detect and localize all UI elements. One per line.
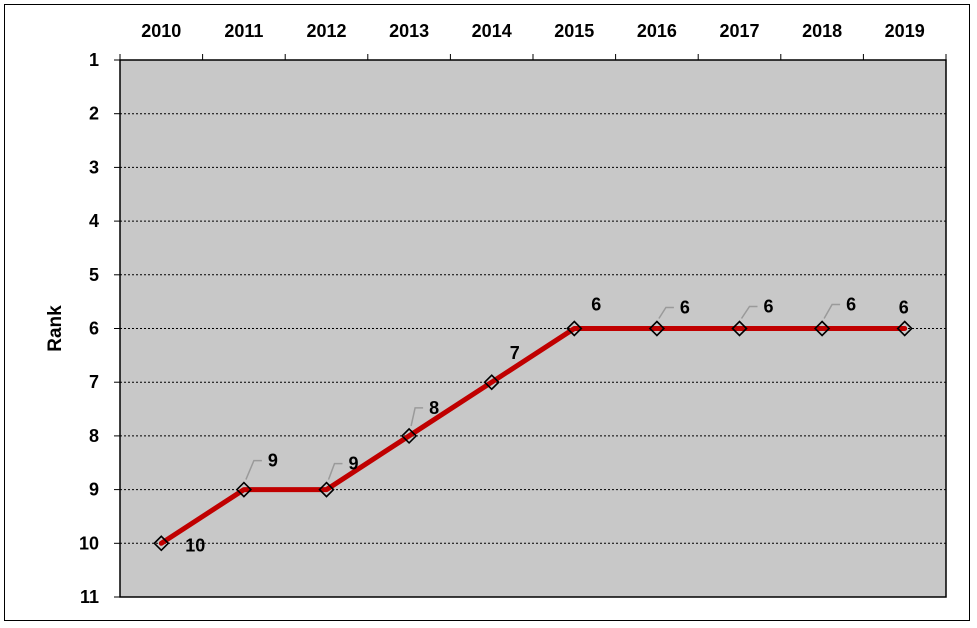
data-label: 10 bbox=[185, 535, 205, 555]
data-label: 7 bbox=[510, 343, 520, 363]
y-axis-title: Rank bbox=[45, 305, 66, 352]
data-label: 8 bbox=[429, 398, 439, 418]
y-tick-labels: 1 2 3 4 5 6 7 8 9 10 11 bbox=[79, 50, 99, 607]
x-tick-label-2017: 2017 bbox=[719, 21, 759, 41]
data-label: 6 bbox=[846, 295, 856, 315]
data-label: 6 bbox=[591, 295, 601, 315]
data-label-leader bbox=[823, 303, 841, 319]
data-marker-diamond bbox=[400, 427, 418, 445]
data-label: 6 bbox=[764, 297, 774, 317]
y-tick-label-5: 5 bbox=[89, 265, 99, 285]
series-line bbox=[158, 326, 908, 546]
data-label: 6 bbox=[680, 298, 690, 318]
data-marker-diamond bbox=[648, 320, 666, 337]
x-tick-label-2014: 2014 bbox=[472, 21, 512, 41]
series-rank bbox=[158, 326, 908, 546]
data-label: 6 bbox=[899, 298, 909, 318]
y-tick-label-1: 1 bbox=[89, 50, 99, 70]
data-label-leader bbox=[658, 306, 674, 319]
y-tick-label-3: 3 bbox=[89, 157, 99, 177]
x-tick-label-2016: 2016 bbox=[637, 21, 677, 41]
y-tick-label-2: 2 bbox=[89, 104, 99, 124]
data-marker-diamond bbox=[566, 320, 583, 337]
y-tick-label-6: 6 bbox=[89, 319, 99, 339]
data-label-leader bbox=[410, 407, 424, 427]
data-marker-diamond bbox=[153, 535, 170, 552]
data-markers bbox=[153, 320, 913, 552]
x-tick-label-2012: 2012 bbox=[306, 21, 346, 41]
x-tick-label-2018: 2018 bbox=[802, 21, 842, 41]
y-tick-label-4: 4 bbox=[89, 211, 99, 231]
x-tick-label-2011: 2011 bbox=[224, 21, 263, 41]
x-tick-labels: 2010 2011 2012 2013 2014 2015 2016 2017 2018 2019 bbox=[141, 21, 924, 41]
y-tick-label-9: 9 bbox=[89, 480, 99, 500]
axis-ticks bbox=[114, 54, 947, 598]
data-marker-diamond bbox=[731, 320, 748, 337]
data-label: 9 bbox=[268, 451, 278, 471]
data-marker-diamond bbox=[235, 481, 253, 498]
y-tick-label-10: 10 bbox=[79, 533, 99, 553]
data-label: 9 bbox=[349, 454, 359, 474]
data-marker-diamond bbox=[896, 320, 913, 337]
data-marker-diamond bbox=[483, 374, 500, 391]
data-marker-diamond bbox=[318, 481, 335, 498]
data-label-leader bbox=[740, 305, 758, 319]
y-tick-label-8: 8 bbox=[89, 426, 99, 446]
chart-frame bbox=[4, 4, 970, 621]
x-tick-label-2013: 2013 bbox=[389, 21, 429, 41]
data-label-leader bbox=[327, 462, 343, 480]
data-marker-diamond bbox=[813, 320, 831, 337]
data-labels: 10 9 9 8 7 6 6 6 6 6 bbox=[185, 295, 908, 556]
data-label-leaders bbox=[245, 303, 841, 480]
y-tick-label-11: 11 bbox=[80, 587, 99, 607]
x-tick-label-2015: 2015 bbox=[554, 21, 594, 41]
x-tick-label-2019: 2019 bbox=[885, 21, 925, 41]
y-tick-label-7: 7 bbox=[89, 372, 99, 392]
x-tick-label-2010: 2010 bbox=[141, 21, 181, 41]
data-label-leader bbox=[245, 459, 262, 480]
